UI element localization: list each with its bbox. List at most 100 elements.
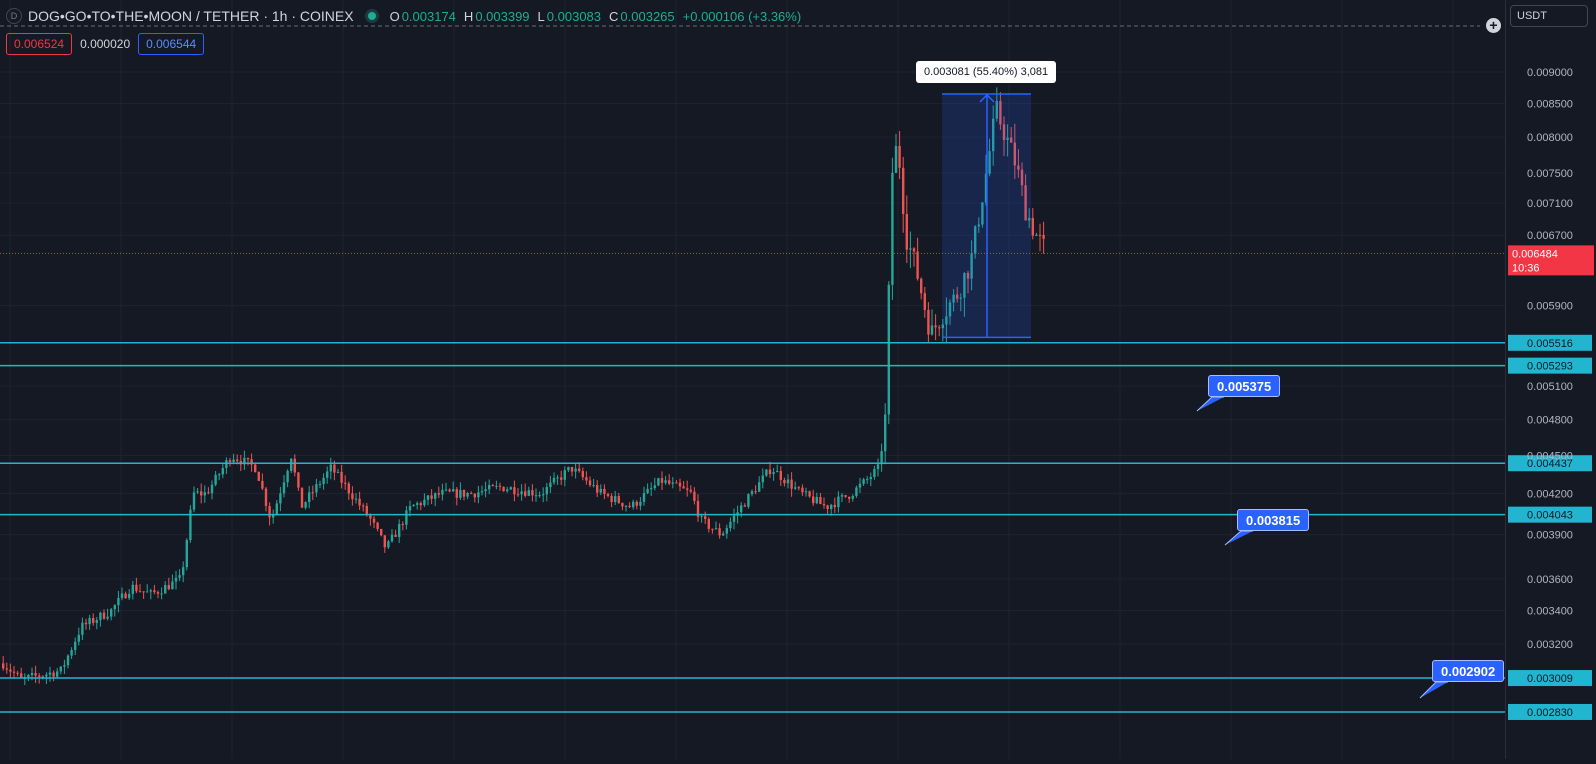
candle-body xyxy=(927,309,930,335)
candle-body xyxy=(516,494,520,496)
candle-body xyxy=(797,487,800,489)
candle-body xyxy=(380,528,383,536)
candle-body xyxy=(38,675,41,677)
candle-body xyxy=(182,567,185,576)
currency-button[interactable]: USDT xyxy=(1510,5,1588,27)
candle-body xyxy=(678,482,682,487)
candle-body xyxy=(225,460,228,469)
candle-body xyxy=(992,118,995,152)
price-range-arrow-head xyxy=(979,93,995,103)
candle-body xyxy=(117,598,120,606)
candle-body xyxy=(218,474,221,476)
price-tick-label: 0.003600 xyxy=(1527,574,1573,586)
candle-body xyxy=(488,485,491,490)
candle-body xyxy=(628,505,631,508)
candle-body xyxy=(545,487,548,495)
candle-body xyxy=(542,494,545,496)
candle-body xyxy=(776,470,779,473)
candle-body xyxy=(1042,234,1045,239)
candle-body xyxy=(423,499,426,506)
level-label: 0.004043 xyxy=(1527,510,1573,522)
price-axis[interactable]: 0.005516 0.005293 0.004437 0.004043 0.003009… xyxy=(1505,0,1596,759)
candle-body xyxy=(750,491,754,495)
candle-body xyxy=(524,491,527,496)
candle-body xyxy=(430,495,433,499)
level-label: 0.005293 xyxy=(1527,361,1573,373)
candle-body xyxy=(189,509,192,541)
candle-body xyxy=(196,491,199,493)
price-callout-2[interactable]: 0.003815 xyxy=(1237,509,1310,531)
candle-body xyxy=(930,325,934,335)
candle-body xyxy=(16,672,19,674)
candle-body xyxy=(290,458,293,471)
spread-value: 0.000020 xyxy=(80,37,131,51)
candle-body xyxy=(282,482,286,494)
candle-body xyxy=(884,414,887,452)
price-axis-scale[interactable]: 0.005516 0.005293 0.004437 0.004043 0.003009… xyxy=(1506,0,1596,759)
candle-body xyxy=(606,494,610,496)
candle-body xyxy=(185,540,188,568)
candle-body xyxy=(624,505,628,507)
candle-body xyxy=(657,478,660,486)
candle-body xyxy=(351,493,354,500)
candle-body xyxy=(765,469,768,476)
price-tick-label: 0.003200 xyxy=(1527,639,1573,651)
candle-body xyxy=(804,491,808,493)
sell-button[interactable]: 0.006524 xyxy=(6,33,73,55)
candle-body xyxy=(801,487,804,493)
symbol-badge[interactable]: D xyxy=(6,8,22,24)
candle-body xyxy=(401,523,404,525)
market-status-dot xyxy=(367,12,376,20)
candle-body xyxy=(12,671,16,673)
candle-body xyxy=(923,293,926,310)
candle-body xyxy=(794,487,797,489)
plus-circle-icon[interactable]: + xyxy=(1486,18,1501,33)
candle-body xyxy=(981,202,984,225)
candle-body xyxy=(660,478,664,483)
candle-body xyxy=(362,505,365,507)
candlestick-chart[interactable] xyxy=(0,0,1505,759)
candle-body xyxy=(1028,217,1031,221)
candle-body xyxy=(390,534,394,542)
candle-body xyxy=(596,485,599,493)
candle-body xyxy=(369,515,372,519)
candle-body xyxy=(693,491,696,501)
candle-body xyxy=(92,617,95,623)
price-tick-label: 0.003400 xyxy=(1527,605,1573,617)
candle-body xyxy=(743,505,746,507)
chart-area[interactable] xyxy=(0,0,1505,759)
candle-body xyxy=(30,673,34,676)
candle-body xyxy=(869,476,872,480)
candle-body xyxy=(5,668,8,670)
candle-body xyxy=(664,480,667,483)
candle-body xyxy=(506,489,509,492)
candle-body xyxy=(977,224,980,227)
candle-body xyxy=(452,489,455,492)
candle-body xyxy=(354,498,358,500)
candle-body xyxy=(491,485,494,487)
candle-body xyxy=(437,493,440,495)
candle-body xyxy=(426,495,430,500)
candle-body xyxy=(905,213,908,250)
candle-body xyxy=(974,226,977,254)
candle-body xyxy=(956,294,959,299)
candle-body xyxy=(297,472,300,488)
candle-body xyxy=(686,488,689,490)
candle-body xyxy=(552,477,556,483)
price-callout-1[interactable]: 0.005375 xyxy=(1208,375,1281,397)
symbol-title[interactable]: DOG•GO•TO•THE•MOON / TETHER · 1h · COINE… xyxy=(28,8,354,24)
candle-body xyxy=(1035,234,1038,236)
candle-body xyxy=(174,577,178,582)
candle-body xyxy=(66,655,70,666)
candle-body xyxy=(534,495,538,497)
candle-body xyxy=(372,518,376,523)
buy-button[interactable]: 0.006544 xyxy=(138,33,205,55)
price-callout-3[interactable]: 0.002902 xyxy=(1432,660,1505,682)
candle-body xyxy=(790,479,793,489)
candle-body xyxy=(783,479,786,484)
candle-body xyxy=(768,469,772,475)
last-price-label-bg xyxy=(1508,245,1594,276)
candle-body xyxy=(326,471,329,478)
candle-body xyxy=(588,480,592,486)
candle-body xyxy=(848,496,851,499)
